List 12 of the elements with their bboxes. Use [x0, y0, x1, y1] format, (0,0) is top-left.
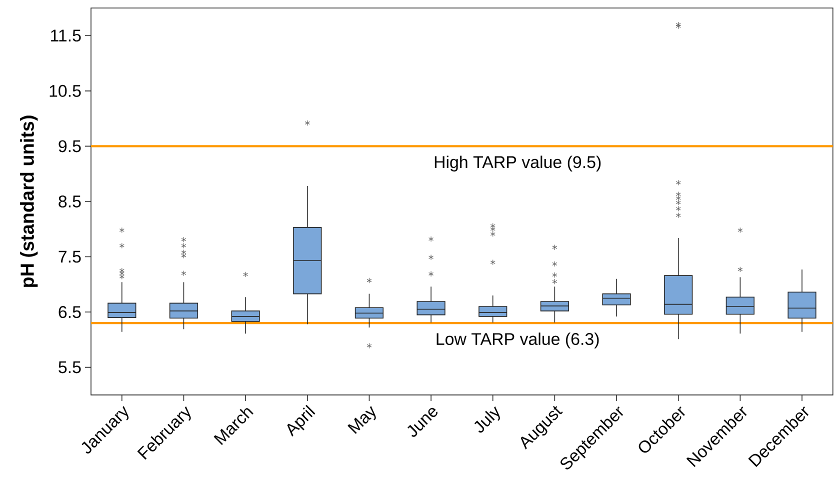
y-tick-label: 7.5 — [58, 250, 81, 263]
y-tick-label: 6.5 — [58, 306, 81, 318]
y-axis-title: pH (standard units) — [20, 116, 38, 288]
x-tick-label: May — [348, 406, 376, 434]
ref-line-label: High TARP value (9.5) — [434, 156, 601, 172]
y-tick-label: 11.5 — [51, 30, 81, 42]
y-tick-label: 10.5 — [50, 84, 81, 97]
ref-line-label: Low TARP value (6.3) — [436, 332, 599, 348]
y-tick-label: 5.5 — [58, 361, 81, 374]
y-tick-label: 9.5 — [58, 140, 81, 152]
y-tick-label: 8.5 — [58, 196, 81, 208]
x-tick-label: July — [474, 406, 500, 433]
